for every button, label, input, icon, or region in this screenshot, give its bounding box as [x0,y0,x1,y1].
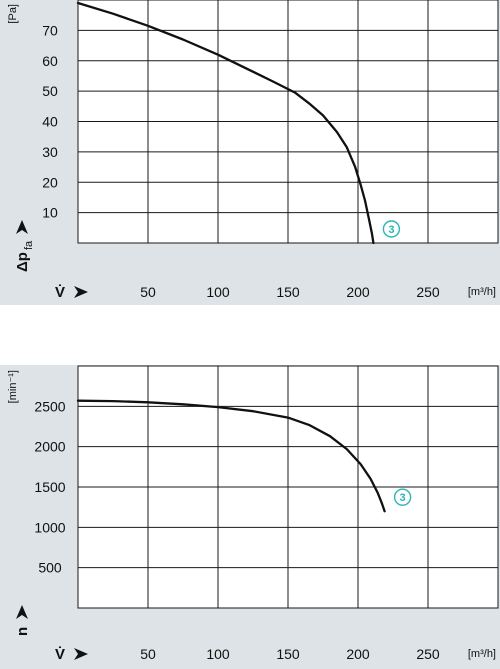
speed-y-axis-symbol: n [14,627,31,636]
pressure-y-axis-label: Δp fa [14,240,35,272]
speed-x-tick-label: 100 [206,646,230,662]
speed-x-tick-label: 200 [346,646,370,662]
speed-y-tick-label: 500 [38,560,62,576]
pressure-x-axis-symbol: V̇ [55,284,65,301]
pressure-series-label-circle [382,220,401,238]
pressure-x-tick-label: 100 [206,284,230,300]
speed-y-unit: [min⁻¹] [7,370,19,403]
pressure-x-arrow-icon [74,286,88,298]
pressure-y-arrow-icon [16,220,28,234]
speed-series-label-circle [393,488,412,506]
pressure-x-unit: [m³/h] [468,286,496,298]
speed-y-tick-label: 1500 [34,479,65,495]
pressure-y-axis-subscript: fa [23,240,35,250]
pressure-y-tick-label: 20 [42,174,58,190]
speed-x-axis-symbol: V̇ [55,646,65,663]
pressure-chart: 10 20 30 40 50 60 70 50 100 150 200 250 V̇ [m³/h] [Pa]… [0,0,500,305]
pressure-x-tick-label: 200 [346,284,370,300]
speed-x-arrow-icon [74,648,88,660]
speed-chart: 500 1000 1500 2000 2500 50 100 150 200 250 V̇ [m³/h… [0,365,500,669]
speed-y-tick-label: 1000 [34,519,65,535]
speed-x-unit: [m³/h] [468,648,496,660]
speed-x-tick-label: 150 [276,646,300,662]
pressure-y-unit: [Pa] [7,4,19,24]
speed-series-line [76,399,386,513]
pressure-y-tick-label: 60 [42,53,58,69]
speed-series-label: 3 [400,492,406,504]
pressure-y-tick-label: 40 [42,114,58,130]
pressure-y-tick-label: 30 [42,144,58,160]
speed-y-arrow-icon [16,605,28,619]
pressure-x-tick-label: 250 [416,284,440,300]
pressure-plot-border [77,0,499,244]
speed-y-axis-label: n [14,627,31,636]
pressure-series-label: 3 [388,224,394,236]
pressure-series-line [76,1,375,245]
speed-y-tick-label: 2000 [34,439,65,455]
speed-x-tick-label: 250 [416,646,440,662]
pressure-y-tick-label: 70 [42,22,58,38]
speed-plot-border [77,365,499,609]
speed-y-tick-label: 2500 [34,398,65,414]
pressure-x-tick-label: 50 [140,284,156,300]
speed-x-tick-label: 50 [140,646,156,662]
pressure-y-tick-label: 50 [42,83,58,99]
pressure-x-tick-label: 150 [276,284,300,300]
pressure-y-axis-symbol: Δp [14,252,31,272]
pressure-y-tick-label: 10 [42,205,58,221]
